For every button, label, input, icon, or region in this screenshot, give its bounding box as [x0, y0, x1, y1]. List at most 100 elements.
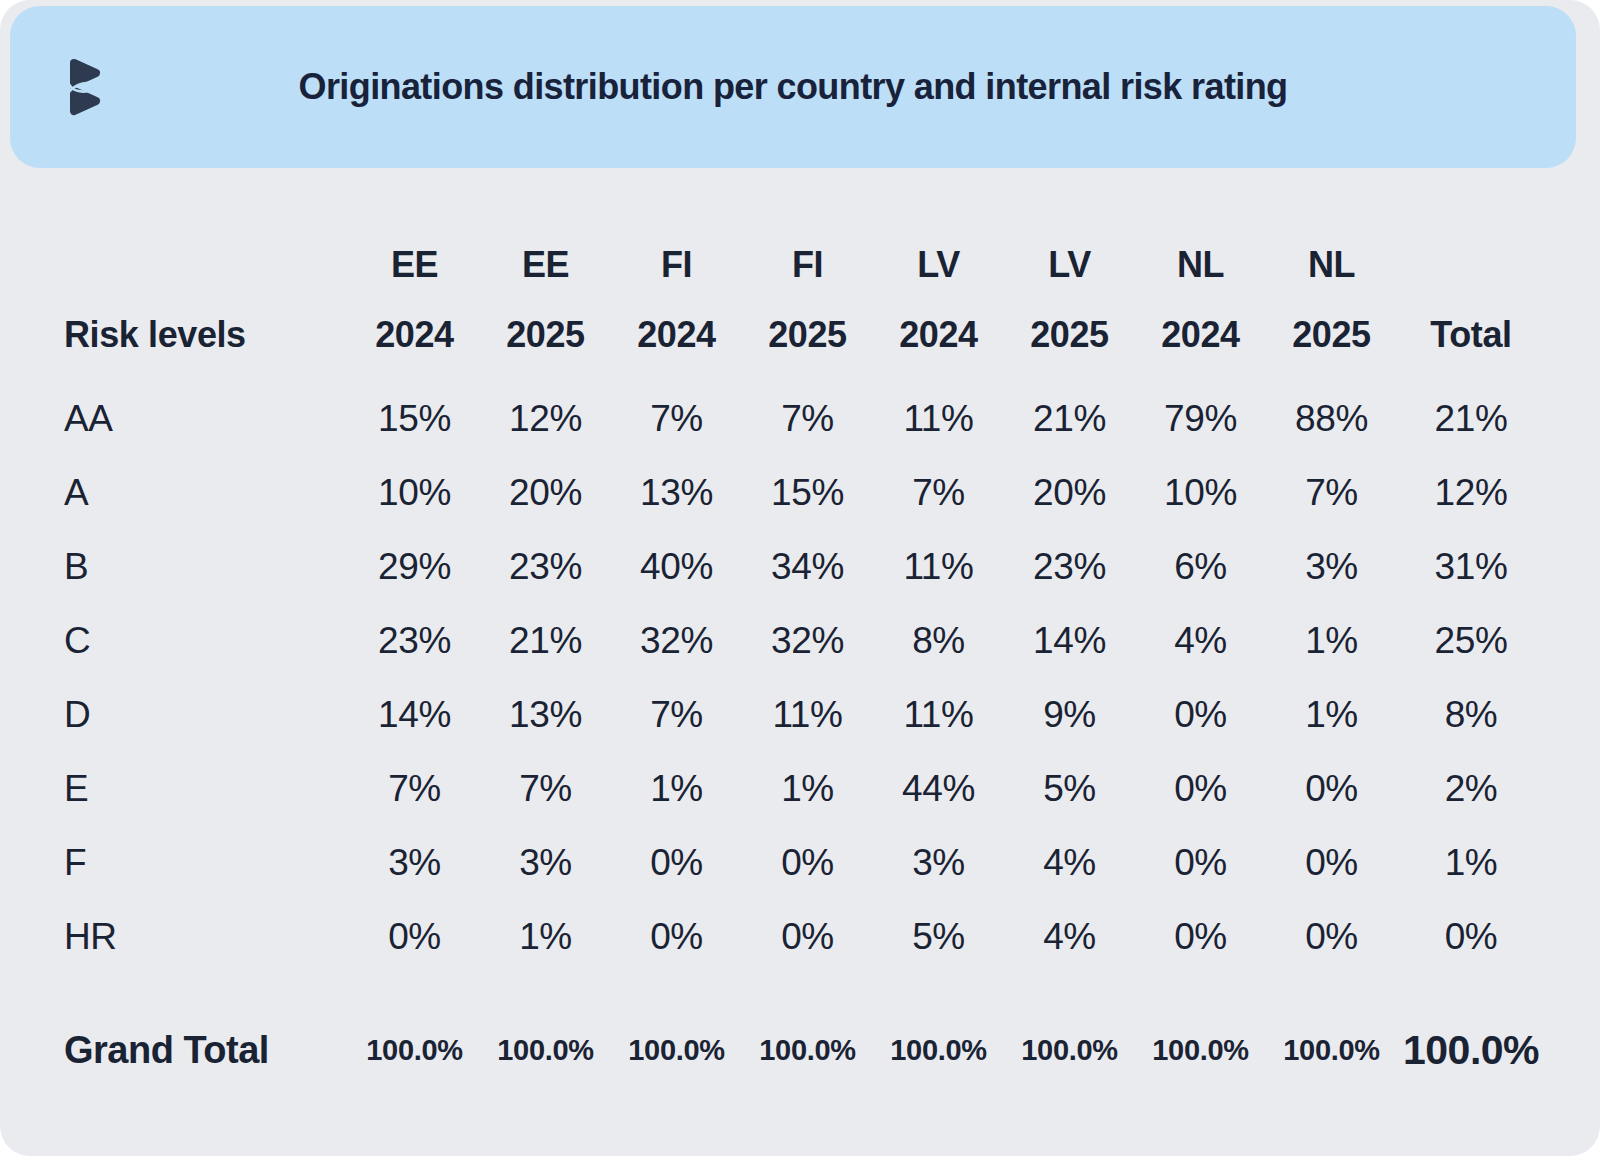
value-cell: 40%: [611, 530, 742, 604]
value-cell: 23%: [349, 604, 480, 678]
value-cell: 15%: [742, 456, 873, 530]
report-title: Originations distribution per country an…: [299, 66, 1288, 108]
row-total-cell: 31%: [1397, 530, 1545, 604]
value-cell: 7%: [1266, 456, 1397, 530]
year-header-ee-2025: 2025: [480, 300, 611, 370]
value-cell: 14%: [349, 678, 480, 752]
value-cell: 79%: [1135, 382, 1266, 456]
table-row-aa: AA15%12%7%7%11%21%79%88%21%: [64, 382, 1545, 456]
value-cell: 7%: [611, 382, 742, 456]
value-cell: 0%: [742, 826, 873, 900]
table-header: EEEEFIFILVLVNLNL Risk levels202420252024…: [64, 230, 1545, 370]
row-total-cell: 1%: [1397, 826, 1545, 900]
year-header-fi-2025: 2025: [742, 300, 873, 370]
risk-level-label: D: [64, 678, 349, 752]
year-header-fi-2024: 2024: [611, 300, 742, 370]
value-cell: 11%: [742, 678, 873, 752]
value-cell: 1%: [742, 752, 873, 826]
grand-total-row: Grand Total100.0%100.0%100.0%100.0%100.0…: [64, 1014, 1545, 1086]
risk-level-label: HR: [64, 900, 349, 974]
value-cell: 0%: [611, 900, 742, 974]
value-cell: 5%: [873, 900, 1004, 974]
spacer-cell: [64, 370, 1545, 382]
report-card: Originations distribution per country an…: [0, 0, 1600, 1156]
value-cell: 21%: [1004, 382, 1135, 456]
value-cell: 29%: [349, 530, 480, 604]
grand-total-overall: 100.0%: [1397, 1014, 1545, 1086]
total-header: Total: [1397, 300, 1545, 370]
risk-distribution-table: EEEEFIFILVLVNLNL Risk levels202420252024…: [64, 230, 1545, 1086]
value-cell: 12%: [480, 382, 611, 456]
value-cell: 4%: [1135, 604, 1266, 678]
risk-levels-header: Risk levels: [64, 300, 349, 370]
value-cell: 6%: [1135, 530, 1266, 604]
row-total-cell: 2%: [1397, 752, 1545, 826]
value-cell: 11%: [873, 678, 1004, 752]
table-row-f: F3%3%0%0%3%4%0%0%1%: [64, 826, 1545, 900]
row-total-cell: 0%: [1397, 900, 1545, 974]
table-row-b: B29%23%40%34%11%23%6%3%31%: [64, 530, 1545, 604]
value-cell: 32%: [742, 604, 873, 678]
value-cell: 20%: [1004, 456, 1135, 530]
value-cell: 21%: [480, 604, 611, 678]
grand-total-value: 100.0%: [480, 1014, 611, 1086]
value-cell: 3%: [480, 826, 611, 900]
header-bar: Originations distribution per country an…: [10, 6, 1576, 168]
value-cell: 23%: [1004, 530, 1135, 604]
risk-level-label: B: [64, 530, 349, 604]
row-total-cell: 21%: [1397, 382, 1545, 456]
table-row-hr: HR0%1%0%0%5%4%0%0%0%: [64, 900, 1545, 974]
grand-total-value: 100.0%: [742, 1014, 873, 1086]
table-row-c: C23%21%32%32%8%14%4%1%25%: [64, 604, 1545, 678]
risk-level-label: A: [64, 456, 349, 530]
table-row-e: E7%7%1%1%44%5%0%0%2%: [64, 752, 1545, 826]
value-cell: 7%: [349, 752, 480, 826]
value-cell: 0%: [1135, 900, 1266, 974]
value-cell: 0%: [1266, 900, 1397, 974]
year-header-row: Risk levels20242025202420252024202520242…: [64, 300, 1545, 370]
country-header-ee-2025: EE: [480, 230, 611, 300]
value-cell: 3%: [1266, 530, 1397, 604]
value-cell: 9%: [1004, 678, 1135, 752]
value-cell: 0%: [1266, 752, 1397, 826]
value-cell: 34%: [742, 530, 873, 604]
value-cell: 44%: [873, 752, 1004, 826]
country-header-nl-2024: NL: [1135, 230, 1266, 300]
value-cell: 7%: [480, 752, 611, 826]
table-body: AA15%12%7%7%11%21%79%88%21%A10%20%13%15%…: [64, 370, 1545, 974]
bigbank-logo-icon: [68, 58, 104, 116]
risk-level-label: E: [64, 752, 349, 826]
value-cell: 3%: [349, 826, 480, 900]
value-cell: 10%: [349, 456, 480, 530]
grand-total-value: 100.0%: [349, 1014, 480, 1086]
grand-total-label: Grand Total: [64, 1014, 349, 1086]
value-cell: 7%: [873, 456, 1004, 530]
value-cell: 13%: [480, 678, 611, 752]
gap-cell: [64, 974, 1545, 1014]
country-header-fi-2024: FI: [611, 230, 742, 300]
country-header-nl-2025: NL: [1266, 230, 1397, 300]
value-cell: 0%: [611, 826, 742, 900]
value-cell: 0%: [742, 900, 873, 974]
gap-row: [64, 974, 1545, 1014]
value-cell: 32%: [611, 604, 742, 678]
year-header-nl-2024: 2024: [1135, 300, 1266, 370]
value-cell: 13%: [611, 456, 742, 530]
value-cell: 0%: [1135, 752, 1266, 826]
grand-total-value: 100.0%: [873, 1014, 1004, 1086]
value-cell: 15%: [349, 382, 480, 456]
value-cell: 14%: [1004, 604, 1135, 678]
value-cell: 7%: [611, 678, 742, 752]
country-header-fi-2025: FI: [742, 230, 873, 300]
grand-total-value: 100.0%: [611, 1014, 742, 1086]
value-cell: 23%: [480, 530, 611, 604]
value-cell: 5%: [1004, 752, 1135, 826]
value-cell: 0%: [1135, 678, 1266, 752]
spacer-row: [64, 370, 1545, 382]
grand-total-value: 100.0%: [1135, 1014, 1266, 1086]
value-cell: 1%: [611, 752, 742, 826]
row-total-cell: 12%: [1397, 456, 1545, 530]
year-header-lv-2024: 2024: [873, 300, 1004, 370]
value-cell: 11%: [873, 530, 1004, 604]
value-cell: 0%: [1266, 826, 1397, 900]
